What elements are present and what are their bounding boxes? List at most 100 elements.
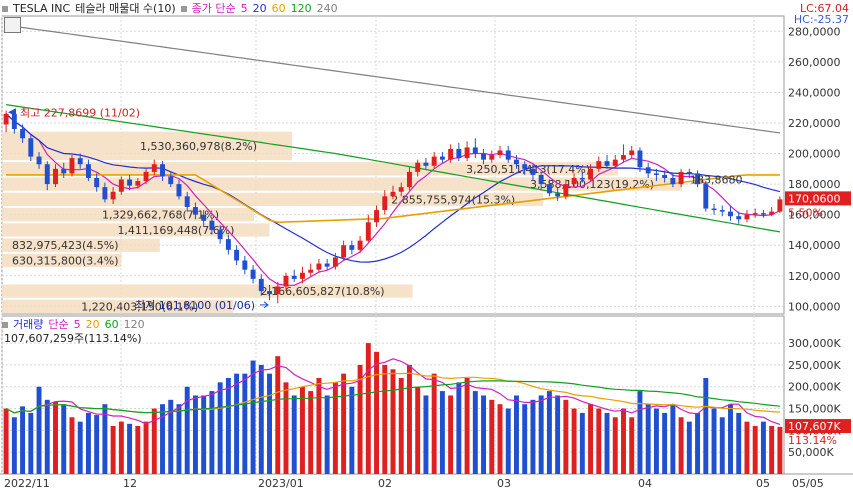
candle-body <box>563 184 569 197</box>
volume-bar <box>11 417 17 474</box>
volume-bar <box>110 426 116 474</box>
hc-readout: HC:-25.37 <box>793 13 849 26</box>
volume-bar <box>365 343 371 474</box>
candle-body <box>341 245 347 258</box>
grid-tool-icon[interactable] <box>4 17 21 33</box>
volume-bar <box>439 391 445 474</box>
candle-body <box>719 210 725 212</box>
ma-label[interactable]: 종가 단순 <box>191 2 236 15</box>
candle-body <box>192 207 198 215</box>
candle-body <box>357 240 363 250</box>
volume-bar <box>645 404 651 474</box>
ma120-line <box>6 104 781 233</box>
volume-bar <box>530 399 536 474</box>
candle-body <box>275 286 281 295</box>
last-volume-pct: 113.14% <box>788 434 837 447</box>
value-annotation: 183,8680 <box>690 174 743 187</box>
candle-body <box>234 249 240 261</box>
low-arrow-icon <box>260 301 269 309</box>
candle-body <box>201 214 207 221</box>
candle-body <box>538 174 544 185</box>
symbol-label[interactable]: TESLA INC <box>13 2 71 15</box>
price-tick-label: 180,0000 <box>788 178 841 191</box>
candle-body <box>588 168 594 180</box>
candle-body <box>299 272 305 279</box>
candle-body <box>505 150 511 160</box>
candle-body <box>703 184 709 209</box>
volume-profile-bar <box>2 284 413 298</box>
volume-bar <box>777 426 783 474</box>
volume-profile-label: 2,855,755,974(15.3%) <box>391 193 515 206</box>
lc-readout: LC:67.04 <box>799 2 849 15</box>
ma-period-120[interactable]: 120 <box>290 2 312 15</box>
volume-bar <box>703 378 709 474</box>
volume-bar <box>398 378 404 474</box>
date-tick-label: 03 <box>497 477 511 490</box>
date-tick-label: 12 <box>123 477 137 490</box>
volume-ma-60[interactable]: 60 <box>104 318 119 331</box>
volume-bar <box>695 412 701 474</box>
volume-bar <box>736 412 742 474</box>
ma-period-5[interactable]: 5 <box>240 2 248 15</box>
candle-body <box>242 260 248 270</box>
candle-body <box>316 263 322 270</box>
legend-marker <box>2 322 8 328</box>
volume-title[interactable]: 거래량 <box>13 318 44 331</box>
price-legend-row: TESLA INC 테슬라 매물대 수(10) 종가 단순 5 20 60 120 240 <box>2 2 343 15</box>
volume-profile-bar <box>2 208 254 222</box>
candle-body <box>3 113 9 125</box>
volume-bar <box>69 417 75 474</box>
volume-profile-label[interactable]: 테슬라 매물대 수(10) <box>75 2 176 15</box>
volume-bar <box>678 417 684 474</box>
candle-body <box>645 167 651 174</box>
volume-ma-5[interactable]: 5 <box>73 318 81 331</box>
volume-bar <box>555 395 561 474</box>
date-tick-label: 2022/11 <box>4 477 50 490</box>
volume-bar <box>472 391 478 474</box>
volume-profile-label: 1,329,662,768(7.1%) <box>102 209 219 222</box>
volume-profile-label: 3,588,100,123(19.2%) <box>530 178 654 191</box>
candle-body <box>77 158 83 165</box>
volume-bar <box>160 404 165 474</box>
volume-profile-label: 1,530,360,978(8.2%) <box>140 140 257 153</box>
candle-body <box>653 173 659 175</box>
volume-bar <box>505 408 511 474</box>
ma-period-20[interactable]: 20 <box>252 2 267 15</box>
candle-body <box>374 210 380 223</box>
candle-body <box>530 168 536 175</box>
candle-body <box>423 162 429 166</box>
volume-ma-label[interactable]: 단순 <box>48 318 69 331</box>
price-tick-label: 240,0000 <box>788 86 841 99</box>
candle-body <box>522 164 528 169</box>
volume-bar <box>514 395 519 474</box>
candle-body <box>662 174 668 178</box>
volume-bar <box>497 404 503 474</box>
volume-bar <box>390 369 396 474</box>
volume-bar <box>374 351 380 474</box>
volume-ma-20[interactable]: 20 <box>85 318 100 331</box>
ma-period-60[interactable]: 60 <box>271 2 286 15</box>
volume-bar <box>423 395 429 474</box>
volume-profile-label: 2,166,605,827(10.8%) <box>261 285 385 298</box>
date-tick-label: 05/05 <box>792 477 824 490</box>
candle-body <box>604 161 610 166</box>
volume-bar <box>728 404 733 474</box>
volume-bar <box>291 395 297 474</box>
candle-body <box>678 171 684 185</box>
ma-period-240[interactable]: 240 <box>316 2 338 15</box>
volume-ma-120[interactable]: 120 <box>123 318 145 331</box>
volume-bar <box>44 399 50 474</box>
date-tick-label: 02 <box>378 477 392 490</box>
volume-bar <box>267 373 272 474</box>
volume-bar <box>662 412 668 474</box>
last-volume-box <box>785 419 851 434</box>
candle-body <box>168 176 174 185</box>
volume-bar <box>234 373 240 474</box>
candle-body <box>110 191 116 200</box>
candle-body <box>571 177 577 185</box>
volume-bar <box>225 378 231 474</box>
volume-bar <box>143 421 149 474</box>
candle-body <box>332 257 338 267</box>
price-tick-label: 200,0000 <box>788 148 841 161</box>
